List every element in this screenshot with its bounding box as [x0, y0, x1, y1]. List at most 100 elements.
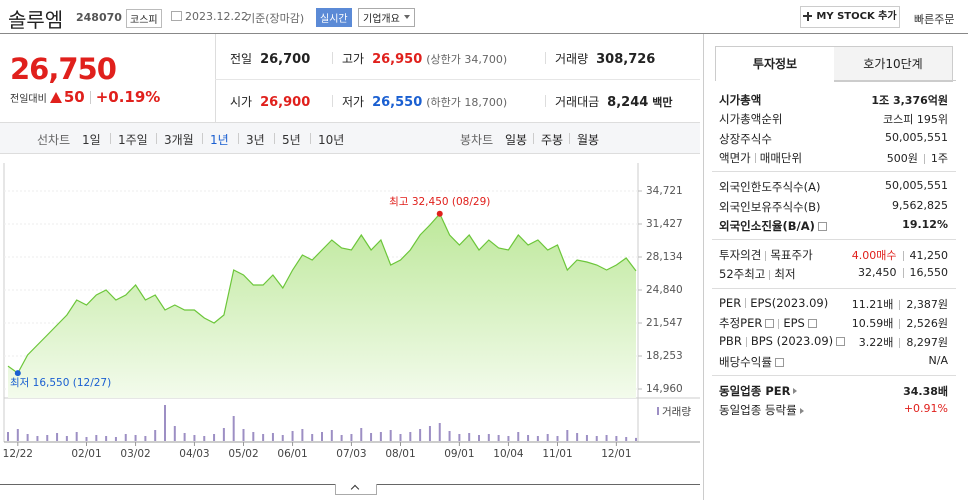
info-value: 50,005,551 [885, 131, 948, 144]
info-value-text: 41,250 [909, 249, 949, 263]
candle-tab[interactable]: 월봉 [577, 133, 600, 147]
quote-value: 26,550 [372, 95, 423, 110]
label-sep [745, 336, 747, 347]
change-rate: +0.19% [95, 88, 161, 106]
label-sep [754, 153, 756, 164]
x-tick-label: 02/01 [71, 448, 101, 460]
info-value-text: 4.00매수 [851, 249, 897, 263]
info-value: 3.22배 8,297원 [859, 334, 948, 350]
volume-bar [458, 434, 461, 441]
period-tab[interactable]: 3년 [246, 133, 265, 147]
y-tick-label: 14,960 [646, 383, 683, 395]
candle-tab[interactable]: 일봉 [505, 133, 528, 147]
quick-order[interactable]: 빠른주문 [914, 13, 955, 26]
my-stock-label[interactable]: MY STOCK 추가 [816, 11, 897, 22]
info-label: 상장주식수 [719, 131, 772, 147]
x-tick-label: 09/01 [444, 448, 474, 460]
info-value: 32,450 16,550 [858, 266, 948, 279]
x-tick-label: 05/02 [228, 448, 258, 460]
info-value-text: N/A [928, 353, 948, 367]
help-icon[interactable] [817, 221, 827, 231]
tab-sep [156, 133, 157, 144]
period-tab[interactable]: 1년 [210, 133, 229, 147]
candle-tab[interactable]: 주봉 [541, 133, 564, 147]
volume-bar [595, 436, 598, 441]
realtime-badge[interactable]: 실시간 [316, 8, 352, 27]
quote-row-line [215, 79, 700, 80]
info-tab[interactable]: 투자정보 [715, 46, 835, 81]
volume-bar [154, 430, 157, 441]
line-chart-label: 선차트 [37, 133, 71, 147]
plus-icon [803, 11, 813, 21]
volume-bar [193, 435, 196, 441]
help-icon[interactable] [765, 319, 775, 328]
info-value: 9,562,825 [892, 199, 948, 212]
volume-bar [340, 435, 343, 441]
volume-bar [478, 435, 480, 441]
my-stock-button[interactable]: MY STOCK 추가 [800, 6, 900, 28]
info-label-text: 배당수익률 [719, 354, 772, 369]
company-info-button[interactable]: 기업개요 [358, 8, 415, 27]
info-label-text: 매매단위 [759, 150, 803, 165]
up-triangle [49, 92, 62, 103]
volume-legend: 거래량 [662, 406, 691, 418]
volume-bar [625, 437, 628, 441]
candle-chart-label: 봉차트 [460, 133, 494, 147]
period-tab[interactable]: 3개월 [164, 133, 194, 147]
info-value: 1조 3,376억원 [871, 92, 948, 108]
volume-bar [232, 416, 235, 441]
quote-cell: 거래량 308,726 [555, 50, 655, 67]
y-tick-label: 24,840 [646, 284, 683, 296]
info-tab[interactable]: 호가10단계 [834, 46, 953, 82]
info-label-text: 시가총액순위 [719, 112, 783, 127]
info-label-text: 상장주식수 [719, 131, 772, 146]
info-value-text: 50,005,551 [885, 130, 948, 144]
change-line: 전일대비 50 +0.19% [10, 88, 160, 106]
calendar-icon [171, 11, 182, 21]
volume-bar [536, 436, 539, 441]
info-value-text: 8,297원 [906, 336, 948, 350]
info-value: 19.12% [902, 218, 948, 231]
help-icon[interactable] [807, 319, 817, 328]
collapse-toggle[interactable] [335, 484, 377, 495]
info-label: 52주최고 최저 [719, 266, 796, 282]
tab-sep [238, 133, 239, 144]
period-tab[interactable]: 5년 [282, 133, 301, 147]
quote-value: 26,900 [260, 95, 311, 110]
volume-bar [222, 428, 225, 441]
volume-bar [605, 435, 608, 441]
info-label-text: EPS(2023.09) [750, 295, 829, 310]
price-line [7, 212, 637, 374]
volume-bar [213, 434, 216, 441]
volume-bar [281, 435, 284, 441]
period-tab[interactable]: 10년 [318, 133, 345, 147]
volume-bar [438, 423, 441, 441]
info-value-text: 32,450 [858, 266, 897, 280]
quote-cell: 고가 26,950 (상한가 34,700) [342, 50, 507, 67]
value-sep [902, 251, 904, 262]
volume-bar [242, 429, 245, 441]
info-label-text: PBR [719, 334, 742, 349]
info-label-text: 52주최고 [719, 267, 766, 282]
chart-tabs-bg [0, 123, 700, 154]
info-label: 투자의견 목표주가 [719, 247, 813, 263]
period-tab[interactable]: 1주일 [118, 133, 148, 147]
info-value-text: 2,387원 [906, 297, 948, 311]
help-icon[interactable] [836, 337, 846, 347]
info-label-text: 동일업종 등락률 [719, 403, 797, 418]
volume-bar [301, 429, 304, 441]
volume-bar [615, 436, 618, 441]
x-tick-label: 12/01 [601, 448, 631, 460]
info-label: PER EPS(2023.09) [719, 296, 828, 310]
info-value-text: 2,526원 [906, 317, 948, 330]
volume-bar [203, 436, 206, 441]
info-label: 외국인보유주식수(B) [719, 199, 821, 215]
quote-note: (하한가 18,700) [426, 96, 508, 109]
period-tab[interactable]: 1일 [82, 133, 101, 147]
info-value-text: 9,562,825 [892, 198, 948, 212]
help-icon[interactable] [774, 357, 784, 367]
info-value-text: 500원 [886, 151, 918, 165]
info-value-text: 코스피 195위 [883, 113, 948, 127]
volume-bar [487, 434, 490, 441]
tab-sep [202, 133, 203, 144]
